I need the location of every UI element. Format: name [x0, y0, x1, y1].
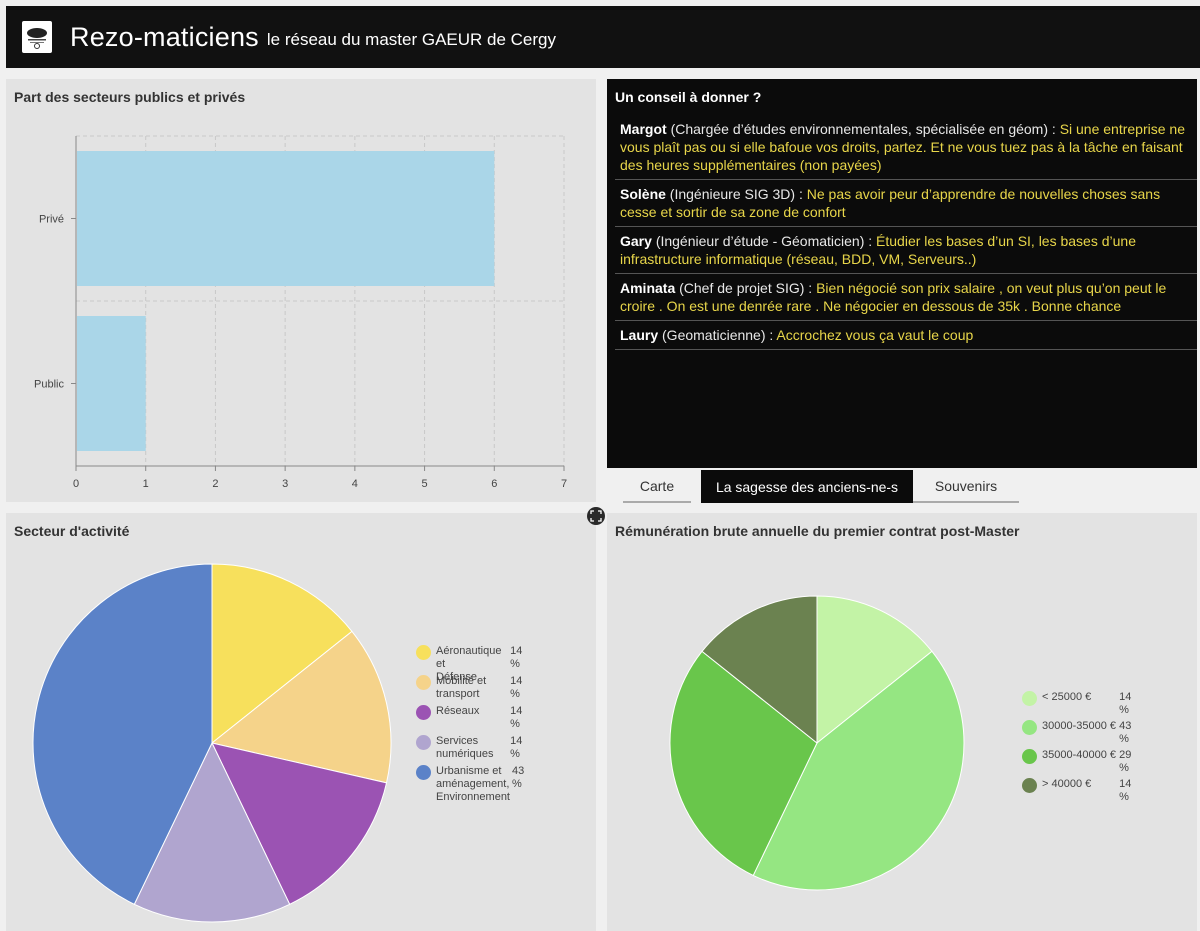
- legend-item[interactable]: Aéronautique et Défense 14 %: [416, 645, 532, 684]
- legend-percent: 14 %: [510, 705, 523, 730]
- pie-slice[interactable]: [816, 595, 933, 745]
- pie-slice[interactable]: [133, 741, 291, 923]
- y-tick-label: Privé: [39, 214, 64, 226]
- legend-percent: 14 %: [510, 675, 523, 700]
- legend-percent: 29 %: [1119, 749, 1132, 774]
- tab-sagesse[interactable]: La sagesse des anciens-ne-s: [701, 470, 913, 503]
- pie-slice[interactable]: [32, 563, 213, 905]
- advice-author: Aminata: [620, 280, 676, 296]
- legend-item[interactable]: 30000-35000 €43 %: [1022, 720, 1141, 746]
- bar-chart: Privé Public 0 1 2 3 4 5 6 7: [34, 135, 567, 490]
- panel-title: Un conseil à donner ?: [615, 89, 762, 105]
- advice-author: Margot: [620, 121, 667, 137]
- advice-text: Si une entreprise ne vous plaît pas ou s…: [620, 121, 1185, 173]
- legend-swatch: [1022, 749, 1037, 764]
- legend-label: < 25000 €: [1042, 691, 1092, 703]
- legend-item[interactable]: Mobilité et transport 14 %: [416, 675, 532, 701]
- app-subtitle: le réseau du master GAEUR de Cergy: [266, 30, 556, 49]
- app-header: Rezo-maticiens le réseau du master GAEUR…: [6, 6, 1200, 68]
- advice-role: (Ingénieur d’étude - Géomaticien) :: [655, 233, 877, 249]
- advice-text: Étudier les bases d’un SI, les bases d’u…: [620, 233, 1136, 267]
- tab-carte[interactable]: Carte: [623, 470, 691, 503]
- x-tick-label: 3: [282, 478, 288, 490]
- legend-item[interactable]: Urbanisme et aménagement, Environnement 43 …: [416, 765, 532, 804]
- advice-role: (Chef de projet SIG) :: [679, 280, 817, 296]
- advice-item: Solène (Ingénieure SIG 3D) : Ne pas avoi…: [615, 180, 1197, 227]
- legend-swatch: [416, 705, 431, 720]
- bar-privé[interactable]: [77, 151, 495, 286]
- legend-swatch: [416, 645, 431, 660]
- x-tick-label: 5: [422, 478, 428, 490]
- legend-label: Mobilité et transport: [436, 675, 487, 700]
- x-tick-label: 2: [212, 478, 218, 490]
- x-tick-label: 7: [561, 478, 567, 490]
- advice-author: Solène: [620, 186, 666, 202]
- advice-item: Aminata (Chef de projet SIG) : Bien négo…: [615, 274, 1197, 321]
- pie-slice[interactable]: [210, 630, 392, 784]
- legend-label: Services numériques: [436, 735, 494, 760]
- legend-item[interactable]: 35000-40000 €29 %: [1022, 749, 1141, 775]
- advice-text: Ne pas avoir peur d’apprendre de nouvell…: [620, 186, 1161, 220]
- app-title: Rezo-maticiens: [70, 21, 259, 52]
- legend-label: 30000-35000 €: [1042, 720, 1117, 732]
- x-tick-label: 6: [491, 478, 497, 490]
- expand-icon: [590, 510, 602, 522]
- legend-swatch: [416, 675, 431, 690]
- pie-slice[interactable]: [211, 742, 388, 905]
- legend-label: Réseaux: [436, 705, 480, 717]
- legend-item[interactable]: < 25000 € 14 %: [1022, 691, 1141, 717]
- legend-label: > 40000 €: [1042, 778, 1092, 790]
- legend-percent: 14 %: [1119, 691, 1132, 716]
- expand-button[interactable]: [587, 507, 605, 525]
- advice-role: (Chargée d’études environnementales, spé…: [670, 121, 1060, 137]
- association-logo-icon[interactable]: [22, 21, 52, 53]
- y-tick-label: Public: [34, 379, 64, 391]
- advice-text: Accrochez vous ça vaut le coup: [776, 327, 974, 343]
- legend-label: 35000-40000 €: [1042, 749, 1117, 761]
- tab-bar: Carte La sagesse des anciens-ne-s Souven…: [607, 468, 1197, 503]
- pie-slice[interactable]: [701, 595, 818, 745]
- advice-item: Gary (Ingénieur d’étude - Géomaticien) :…: [615, 227, 1197, 274]
- legend-item[interactable]: > 40000 € 14 %: [1022, 778, 1141, 804]
- x-tick-label: 0: [73, 478, 79, 490]
- legend-item[interactable]: Services numériques 14 %: [416, 735, 532, 761]
- pie-slice[interactable]: [669, 650, 818, 877]
- advice-item: Margot (Chargée d’études environnemental…: [615, 115, 1197, 180]
- salary-pie-chart: [669, 595, 965, 891]
- legend-label: Aéronautique et Défense: [436, 645, 502, 683]
- tab-souvenirs[interactable]: Souvenirs: [913, 470, 1019, 503]
- legend-swatch: [416, 765, 431, 780]
- advice-item: Laury (Geomaticienne) : Accrochez vous ç…: [615, 321, 1197, 350]
- panel-title: Rémunération brute annuelle du premier c…: [615, 523, 1020, 539]
- legend-swatch: [416, 735, 431, 750]
- legend-item[interactable]: Réseaux 14 %: [416, 705, 532, 731]
- sector-share-panel: Part des secteurs publics et privés Priv…: [6, 79, 596, 502]
- advice-author: Gary: [620, 233, 652, 249]
- legend-percent: 14 %: [510, 735, 523, 760]
- panel-title: Part des secteurs publics et privés: [14, 89, 246, 105]
- legend-percent: 14 %: [1119, 778, 1132, 803]
- advice-panel: Un conseil à donner ? Margot (Chargée d’…: [607, 79, 1197, 468]
- bar-public[interactable]: [77, 316, 146, 451]
- legend-percent: 43 %: [1119, 720, 1132, 745]
- legend-percent: 14 %: [510, 645, 523, 670]
- pie-slice[interactable]: [752, 650, 965, 891]
- legend-swatch: [1022, 691, 1037, 706]
- advice-list: Margot (Chargée d’études environnemental…: [615, 115, 1197, 350]
- advice-author: Laury: [620, 327, 659, 343]
- salary-panel: Rémunération brute annuelle du premier c…: [607, 513, 1197, 931]
- panel-title: Secteur d'activité: [14, 523, 130, 539]
- advice-role: (Geomaticienne) :: [662, 327, 777, 343]
- sector-pie-chart: [32, 563, 392, 923]
- legend-swatch: [1022, 720, 1037, 735]
- legend-label: Urbanisme et aménagement, Environnement: [436, 765, 510, 803]
- pie-slice[interactable]: [211, 563, 353, 745]
- legend-percent: 43 %: [512, 765, 525, 790]
- advice-role: (Ingénieure SIG 3D) :: [669, 186, 807, 202]
- advice-text: Bien négocié son prix salaire , on veut …: [620, 280, 1167, 314]
- x-tick-label: 1: [143, 478, 149, 490]
- legend-swatch: [1022, 778, 1037, 793]
- x-tick-label: 4: [352, 478, 358, 490]
- activity-sector-panel: Secteur d'activité Aéronautique et Défens…: [6, 513, 596, 931]
